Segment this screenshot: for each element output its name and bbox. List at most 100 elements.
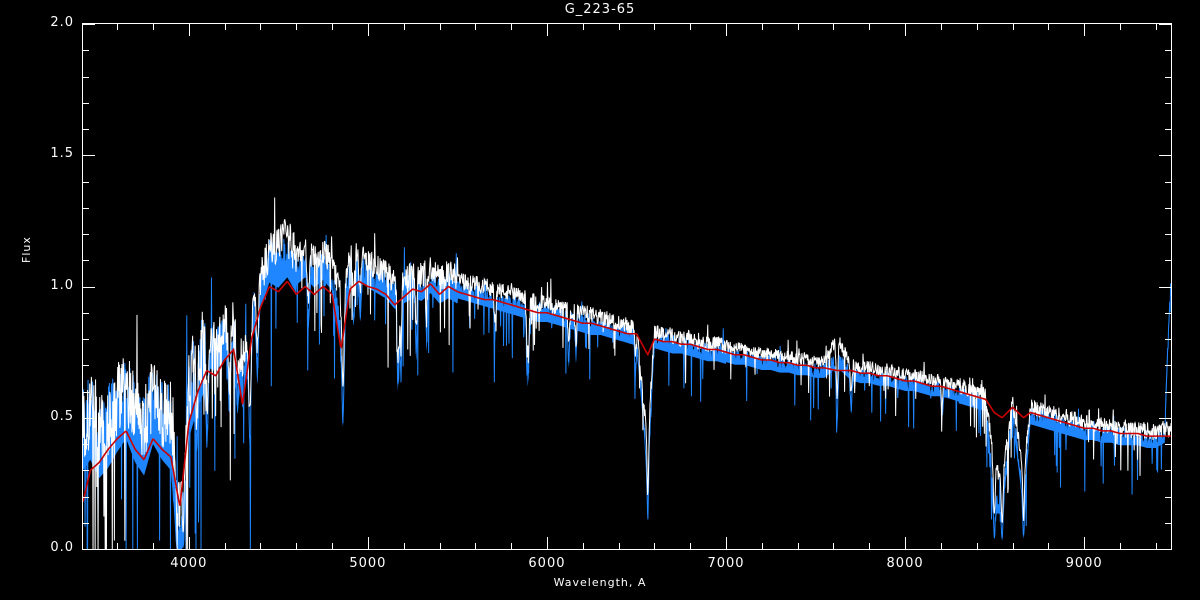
y-minor-tick-right [1165,365,1171,367]
x-minor-tick-top [332,24,334,30]
y-minor-tick-right [1165,391,1171,393]
x-major-tick [726,537,728,549]
y-minor-tick-right [1165,129,1171,130]
y-major-tick [83,417,95,419]
y-minor-tick [83,181,89,183]
x-tick-label: 8000 [886,556,924,571]
x-minor-tick [332,543,334,549]
x-minor-tick [618,543,620,549]
y-minor-tick-right [1165,496,1171,498]
y-minor-tick-right [1165,76,1171,78]
y-minor-tick [83,365,89,367]
y-minor-tick [83,207,89,209]
x-minor-tick-top [940,24,942,30]
x-minor-tick [940,543,942,549]
y-minor-tick [83,234,89,235]
y-minor-tick-right [1165,207,1171,209]
y-tick-label: 0.5 [50,408,74,424]
y-minor-tick [83,522,89,524]
x-minor-tick-top [976,24,978,30]
x-tick-label: 6000 [528,556,566,571]
y-tick-label: 0.0 [50,540,74,555]
x-minor-tick-top [833,24,835,30]
x-minor-tick-top [690,24,692,30]
x-minor-tick [403,543,405,549]
y-minor-tick [83,339,89,340]
x-major-tick-top [1084,24,1086,36]
x-minor-tick-top [260,24,262,30]
x-minor-tick-top [439,24,441,30]
y-minor-tick-right [1165,50,1171,52]
y-minor-tick-right [1165,522,1171,524]
x-minor-tick-top [403,24,405,30]
y-minor-tick [83,444,89,445]
x-minor-tick-top [797,24,799,30]
y-tick-label: 1.0 [50,277,74,293]
y-minor-tick-right [1165,102,1171,104]
y-minor-tick-right [1165,234,1171,235]
y-major-tick [83,549,95,550]
x-minor-tick-top [869,24,871,30]
x-minor-tick [260,543,262,549]
x-minor-tick-top [1012,24,1014,30]
x-minor-tick-top [654,24,656,30]
x-minor-tick [296,543,298,549]
plot-canvas [83,24,1171,549]
y-major-tick-right [1159,24,1171,25]
x-minor-tick-top [296,24,298,30]
observed-spectrum-trace [83,197,1171,549]
y-minor-tick [83,391,89,393]
y-major-tick-right [1159,417,1171,419]
y-minor-tick [83,76,89,78]
y-minor-tick-right [1165,470,1171,472]
x-major-tick-top [546,24,548,36]
y-minor-tick-right [1165,312,1171,314]
y-major-tick-right [1159,155,1171,157]
x-tick-label: 4000 [170,556,208,571]
y-minor-tick [83,312,89,314]
x-minor-tick-top [224,24,226,30]
x-minor-tick [976,543,978,549]
x-major-tick-top [367,24,369,36]
x-major-tick [367,537,369,549]
x-minor-tick [1119,543,1121,549]
y-major-tick [83,286,95,288]
x-minor-tick [761,543,763,549]
y-minor-tick [83,102,89,104]
x-minor-tick-top [1048,24,1050,30]
x-tick-label: 7000 [707,556,745,571]
x-minor-tick [1155,543,1157,549]
x-tick-label: 9000 [1065,556,1103,571]
y-minor-tick-right [1165,444,1171,445]
x-minor-tick [582,543,584,549]
x-minor-tick-top [117,24,119,30]
x-minor-tick [224,543,226,549]
x-minor-tick-top [475,24,477,30]
y-major-tick-right [1159,286,1171,288]
x-minor-tick-top [761,24,763,30]
x-major-tick-top [726,24,728,36]
x-tick-label: 5000 [349,556,387,571]
spectrum-traces [83,197,1171,549]
x-minor-tick [690,543,692,549]
x-minor-tick-top [582,24,584,30]
y-major-tick-right [1159,549,1171,550]
plot-frame [82,23,1172,550]
x-major-tick [546,537,548,549]
x-major-tick [188,537,190,549]
continuum-fit-trace [83,280,1171,506]
x-axis-label: Wavelength, A [553,576,647,589]
y-tick-label: 1.5 [50,146,74,162]
y-minor-tick-right [1165,260,1171,262]
x-minor-tick [117,543,119,549]
x-minor-tick [153,543,154,549]
x-minor-tick [1048,543,1050,549]
y-minor-tick [83,50,89,52]
x-minor-tick-top [1155,24,1157,30]
y-minor-tick [83,496,89,498]
x-minor-tick [797,543,799,549]
x-minor-tick [654,543,656,549]
x-major-tick [905,537,907,549]
y-major-tick [83,155,95,157]
